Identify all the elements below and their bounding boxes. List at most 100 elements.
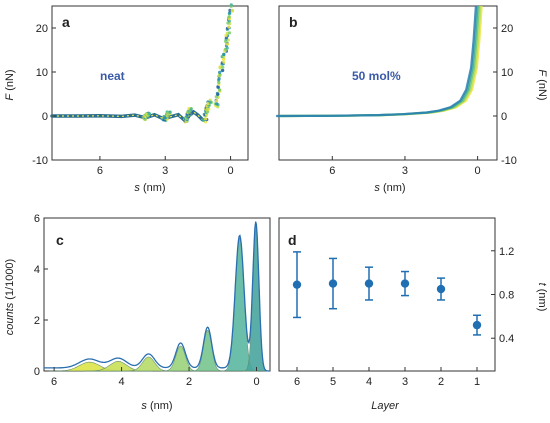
panel-a-point [222,52,226,57]
panel-c-peak [161,345,200,372]
panel-b-trace [276,5,477,118]
panel-a-point [216,85,220,89]
panel-a-point [206,110,210,114]
panel-a-point [222,60,226,64]
panel-b-trace [281,5,483,118]
panel-a-annotation: neat [100,69,125,83]
panel-a-point [227,31,232,35]
panel-a-point [221,57,225,61]
panel-a-point [228,8,232,12]
panel-a-point [218,66,222,70]
panel-d-xtick-label: 3 [402,376,408,388]
panel-d-point [328,279,338,288]
panel-d-ticks: 6 5 4 3 2 1 0.4 0.8 1.2 [294,246,514,388]
panel-a-point [221,68,225,72]
panel-c-xtick-label: 2 [186,376,192,388]
panel-a-point [218,88,222,92]
panel-a-ticks: 6 3 0 -10 0 10 20 [32,23,234,177]
panel-b-ytick-label: 20 [501,23,513,35]
panel-a-point [204,117,208,121]
panel-c-ylabel: counts (1/1000) [4,259,16,335]
panel-b-ytick-label: -10 [501,155,517,167]
panel-c-ticks: 6 4 2 0 0 2 4 6 [34,213,260,388]
panel-a-point [228,11,232,15]
panel-d: 6 5 4 3 2 1 0.4 0.8 1.2 d Layer t (nm) [278,217,548,412]
panel-d-xtick-label: 5 [330,376,336,388]
panel-d-ytick-label: 0.8 [499,290,514,302]
panel-a-xlabel: s (nm) [134,182,165,194]
panel-d-point [292,280,302,289]
panel-c-xtick-label: 6 [51,376,57,388]
panel-b-xlabel: s (nm) [374,182,405,194]
panel-a-xtick-label: 6 [97,165,103,177]
panel-a-ylabel: F (nN) [4,69,16,100]
panel-b: 6 3 0 -10 0 10 20 b 50 mol% s (nm) F (nN) [276,5,548,194]
panel-a-frame [51,5,249,161]
panel-d-label: d [288,232,297,248]
panel-d-xtick-label: 6 [294,376,300,388]
panel-a-point [208,100,212,104]
panel-b-xtick-label: 6 [329,165,335,177]
panel-a-plot-area [50,3,235,124]
panel-a-ytick-label: 10 [36,67,48,79]
panel-c-label: c [56,232,64,248]
panel-a-point [163,116,167,120]
panel-a-point [216,92,220,96]
panel-a-xtick-label: 3 [162,165,168,177]
panel-a-point [189,107,193,111]
panel-b-ylabel: F (nN) [536,69,548,100]
panel-b-xtick-label: 3 [402,165,408,177]
panel-a-label: a [62,14,70,30]
panel-d-ytick-label: 1.2 [499,246,514,258]
panel-b-trace [277,5,479,118]
panel-d-point [472,320,482,330]
panel-a-point [215,99,219,103]
panel-c-peak [191,329,224,372]
panel-d-xtick-label: 1 [474,376,480,388]
panel-c-ytick-label: 0 [34,366,40,378]
panel-a-ytick-label: 0 [42,111,48,123]
panel-b-frame [278,5,498,161]
panel-c-ytick-label: 4 [34,264,40,276]
panel-d-ylabel: t (nm) [536,283,548,312]
panel-a-point [168,110,172,114]
panel-c-peak [124,356,173,372]
panel-d-xtick-label: 4 [366,376,372,388]
panel-a-point [205,107,209,111]
panel-c-ytick-label: 2 [34,315,40,327]
panel-c: 6 4 2 0 0 2 4 6 c s (nm) counts (1/1000) [4,213,271,412]
panel-d-ytick-label: 0.4 [499,333,514,345]
panel-b-xtick-label: 0 [475,165,481,177]
panel-a: 6 3 0 -10 0 10 20 a neat s (nm) F (nN) [4,3,249,194]
panel-a-point [227,25,231,29]
panel-a-xtick-label: 0 [228,165,234,177]
panel-b-trace [278,5,480,118]
panel-b-label: b [289,14,298,30]
panel-c-ytick-label: 6 [34,213,40,225]
panel-a-point [218,70,222,74]
panel-a-point [147,112,152,116]
panel-c-xtick-label: 4 [119,376,125,388]
panel-b-ticks: 6 3 0 -10 0 10 20 [329,23,517,177]
panel-a-point [217,81,221,85]
panel-a-ytick-label: -10 [32,155,48,167]
panel-d-xtick-label: 2 [438,376,444,388]
panel-a-baseline-highlight [52,111,203,122]
panel-a-point [221,65,225,69]
panel-d-frame [278,217,496,372]
panel-c-xtick-label: 0 [253,376,259,388]
panel-b-trace [280,5,482,118]
panel-d-plot-area [292,251,482,336]
panel-c-envelope [44,221,270,372]
panel-b-annotation: 50 mol% [352,69,401,83]
panel-a-point [217,77,221,81]
panel-d-xlabel: Layer [371,400,400,412]
panel-a-point [227,15,231,19]
panel-b-plot-area [276,5,483,118]
panel-d-point [364,279,374,288]
panel-c-xlabel: s (nm) [141,400,172,412]
panel-c-plot-area [44,220,270,372]
panel-a-point [215,102,219,106]
panel-a-point [229,3,233,7]
